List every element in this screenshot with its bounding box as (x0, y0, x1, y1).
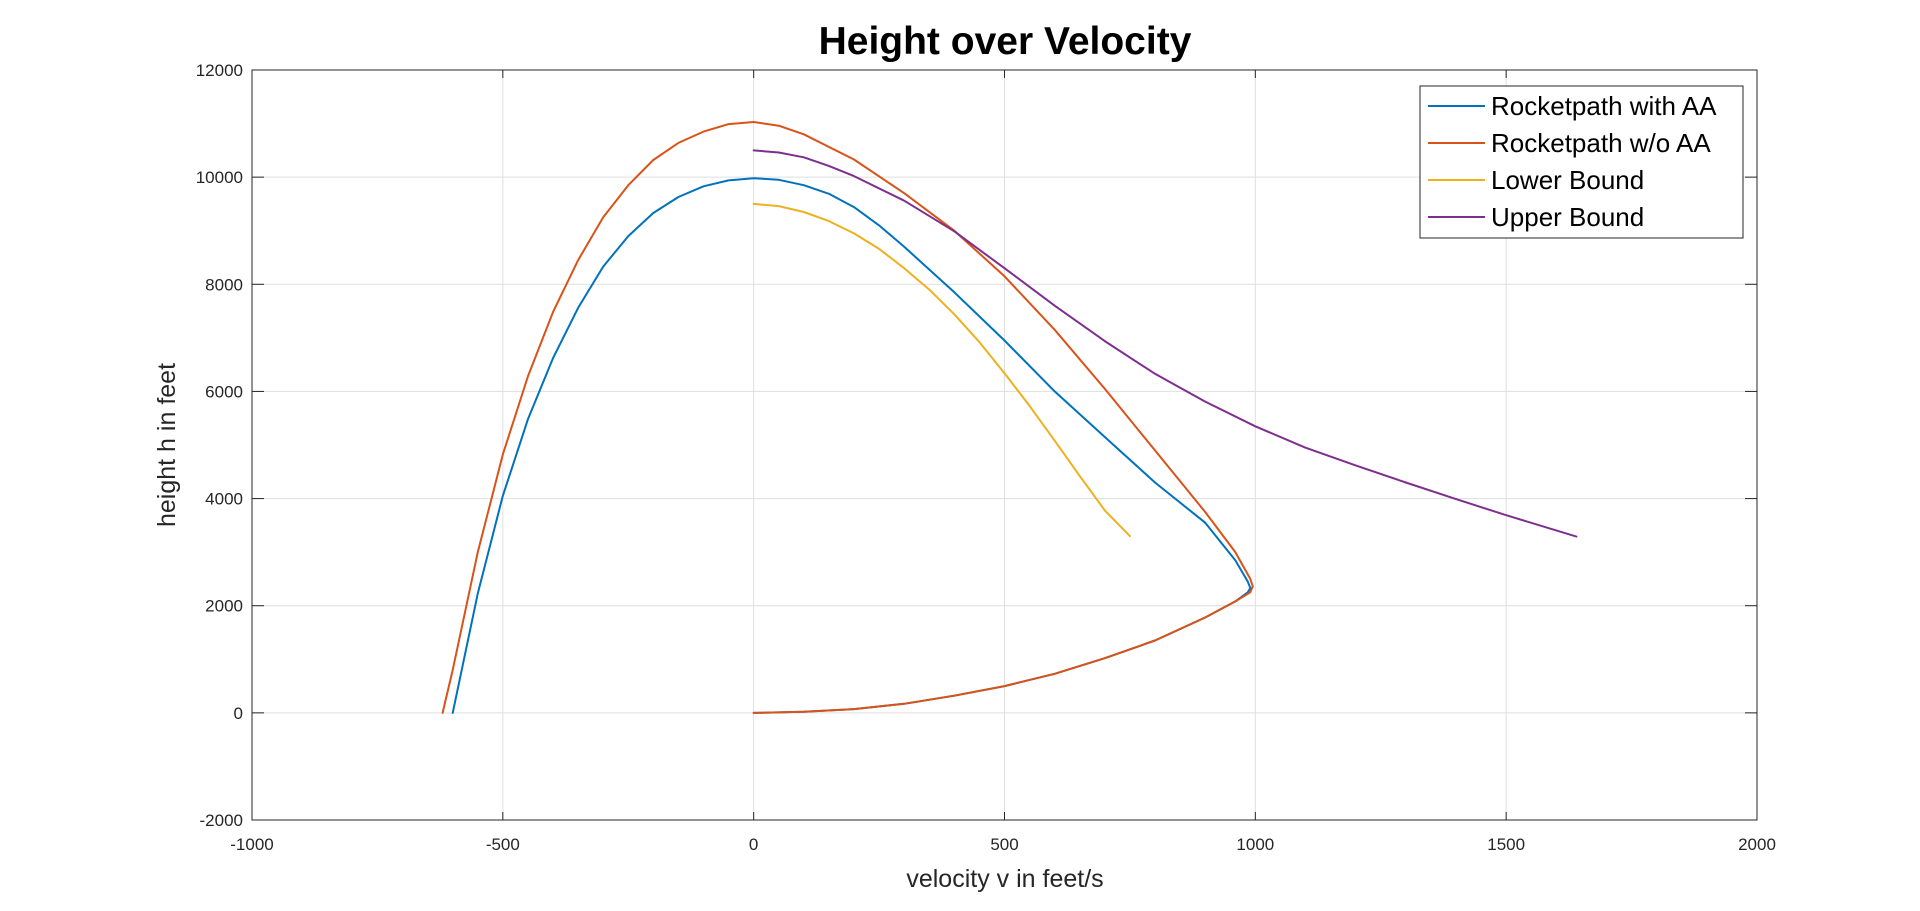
x-tick-label: -1000 (230, 835, 273, 854)
legend-label-upper-bound: Upper Bound (1491, 202, 1644, 232)
x-tick-label: 1000 (1236, 835, 1274, 854)
axis-ticks (251, 69, 1758, 821)
y-tick-label: 4000 (205, 490, 243, 509)
x-tick-label: 500 (990, 835, 1018, 854)
x-tick-labels: -1000 -500 0 500 1000 1500 2000 (230, 835, 1776, 854)
x-tick-label: 2000 (1738, 835, 1776, 854)
y-tick-labels: -2000 0 2000 4000 6000 8000 10000 12000 (196, 61, 243, 830)
y-tick-label: 10000 (196, 168, 243, 187)
y-tick-label: 12000 (196, 61, 243, 80)
x-tick-label: -500 (486, 835, 520, 854)
y-tick-label: -2000 (200, 811, 243, 830)
chart-title: Height over Velocity (819, 20, 1192, 63)
legend: Rocketpath with AA Rocketpath w/o AA Lower… (1419, 85, 1744, 239)
legend-entries: Rocketpath with AA Rocketpath w/o AA Lower… (1428, 91, 1717, 232)
series-line-lower-bound (752, 202, 1131, 538)
x-axis-label: velocity v in feet/s (906, 865, 1103, 893)
legend-label-rocketpath-with-aa: Rocketpath with AA (1491, 91, 1717, 121)
legend-label-lower-bound: Lower Bound (1491, 165, 1644, 195)
x-tick-label: 0 (749, 835, 758, 854)
y-tick-label: 2000 (205, 597, 243, 616)
legend-label-rocketpath-w-o-aa: Rocketpath w/o AA (1491, 128, 1711, 158)
series-line-rocketpath-w-o-aa (441, 121, 1254, 714)
legend-box (1419, 85, 1744, 239)
y-tick-label: 0 (234, 704, 243, 723)
y-tick-label: 8000 (205, 275, 243, 294)
series-line-upper-bound (752, 149, 1578, 538)
series-lines (441, 121, 1578, 714)
x-tick-label: 1500 (1487, 835, 1525, 854)
y-tick-label: 6000 (205, 382, 243, 401)
y-axis-label: height h in feet (153, 363, 181, 527)
